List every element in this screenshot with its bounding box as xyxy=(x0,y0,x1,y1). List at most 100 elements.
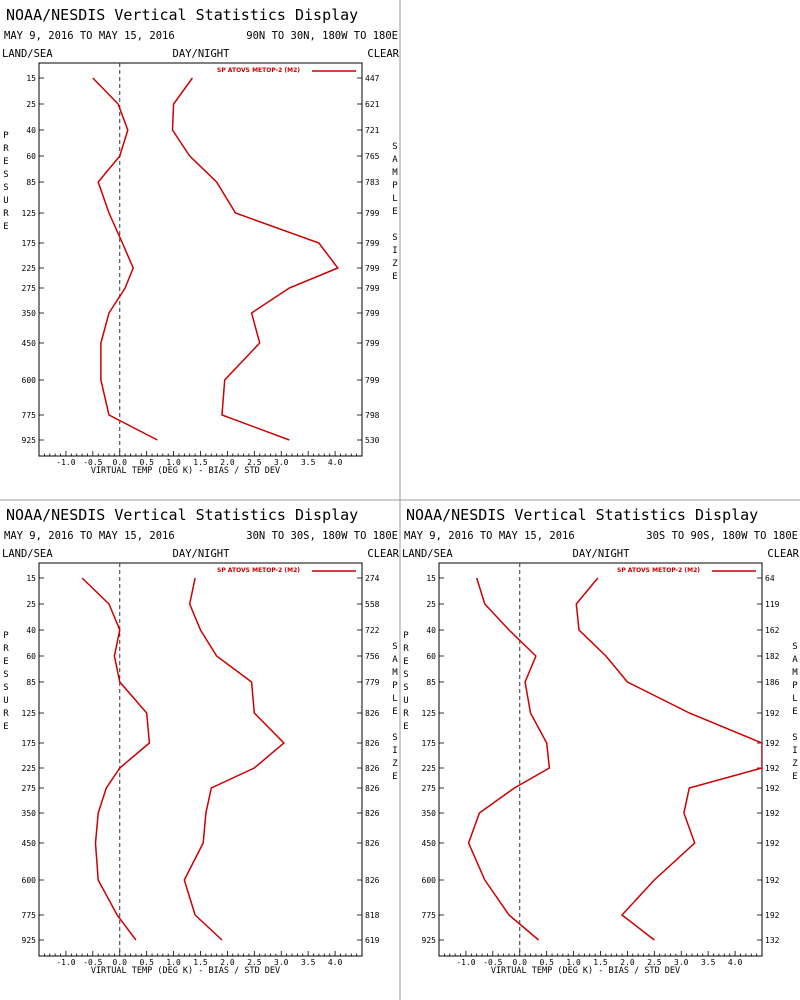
sample-size-label: 783 xyxy=(365,178,380,187)
x-tick-label: 3.0 xyxy=(674,958,689,967)
x-axis-label: VIRTUAL TEMP (DEG K) - BIAS / STD DEV xyxy=(491,966,680,976)
pressure-level-label: 225 xyxy=(22,764,37,773)
sample-size-label: 64 xyxy=(765,574,775,583)
sample-size-label: 799 xyxy=(365,284,380,293)
pressure-level-label: 350 xyxy=(22,809,37,818)
chart-title: NOAA/NESDIS Vertical Statistics Display xyxy=(406,506,758,524)
x-axis-label: VIRTUAL TEMP (DEG K) - BIAS / STD DEV xyxy=(91,466,280,476)
sample-size-label: 818 xyxy=(365,911,380,920)
pressure-level-label: 600 xyxy=(22,876,37,885)
sample-size-label: 826 xyxy=(365,739,380,748)
pressure-level-label: 275 xyxy=(22,784,37,793)
sample-size-label: 799 xyxy=(365,309,380,318)
x-tick-label: 1.5 xyxy=(593,958,608,967)
pressure-level-label: 125 xyxy=(22,709,37,718)
x-tick-label: 3.5 xyxy=(301,458,316,467)
sample-size-label: 619 xyxy=(365,936,380,945)
pressure-level-label: 775 xyxy=(22,911,37,920)
pressure-level-label: 925 xyxy=(22,936,37,945)
x-tick-label: 1.5 xyxy=(193,958,208,967)
sample-size-label: 756 xyxy=(365,652,380,661)
legend-entry: SP ATOVS METOP-2 (M2) xyxy=(217,567,300,574)
x-tick-label: 0.0 xyxy=(513,958,528,967)
bias-series-line xyxy=(81,577,151,941)
region-label: 90N TO 30N, 180W TO 180E xyxy=(246,30,398,42)
x-tick-label: 1.0 xyxy=(166,958,181,967)
chart-title: NOAA/NESDIS Vertical Statistics Display xyxy=(6,506,358,524)
pressure-level-label: 85 xyxy=(26,178,36,187)
x-tick-label: 3.0 xyxy=(274,958,289,967)
pressure-level-label: 925 xyxy=(422,936,437,945)
pressure-level-label: 600 xyxy=(22,376,37,385)
region-label: 30S TO 90S, 180W TO 180E xyxy=(646,530,798,542)
bias-series-line xyxy=(467,577,551,941)
pressure-level-label: 350 xyxy=(422,809,437,818)
sample-size-label: 621 xyxy=(365,100,380,109)
sample-size-label: 274 xyxy=(365,574,380,583)
legend-entry: SP ATOVS METOP-2 (M2) xyxy=(217,67,300,74)
sample-size-label: 182 xyxy=(765,652,780,661)
pressure-level-label: 40 xyxy=(26,126,36,135)
x-tick-label: 1.0 xyxy=(566,958,581,967)
pressure-level-label: 925 xyxy=(22,436,37,445)
x-tick-label: -0.5 xyxy=(83,458,102,467)
land-sea-label: LAND/SEA xyxy=(2,48,53,60)
sample-size-label: 192 xyxy=(765,876,780,885)
sample-size-label: 799 xyxy=(365,239,380,248)
pressure-level-label: 60 xyxy=(26,152,36,161)
pressure-level-label: 40 xyxy=(426,626,436,635)
chart-panel-2: NOAA/NESDIS Vertical Statistics Display M… xyxy=(1,506,400,976)
x-tick-label: 2.0 xyxy=(220,458,235,467)
sample-size-label: 447 xyxy=(365,74,380,83)
bias-series-line xyxy=(92,77,158,441)
sample-size-label: 826 xyxy=(365,809,380,818)
sample-size-label: 799 xyxy=(365,264,380,273)
x-tick-label: -0.5 xyxy=(83,958,102,967)
sample-size-label: 799 xyxy=(365,339,380,348)
x-tick-label: 0.5 xyxy=(139,958,154,967)
pressure-level-label: 60 xyxy=(26,652,36,661)
x-tick-label: 3.5 xyxy=(701,958,716,967)
clear-label: CLEAR xyxy=(367,548,399,560)
pressure-level-label: 275 xyxy=(422,784,437,793)
pressure-level-label: 350 xyxy=(22,309,37,318)
sample-size-label: 798 xyxy=(365,411,380,420)
x-tick-label: 4.0 xyxy=(328,458,343,467)
pressure-level-label: 450 xyxy=(22,839,37,848)
sample-size-axis-label: SAMPLE SIZE xyxy=(390,642,400,785)
pressure-level-label: 225 xyxy=(22,264,37,273)
plot-frame xyxy=(38,562,363,957)
pressure-level-label: 15 xyxy=(26,574,36,583)
sample-size-label: 765 xyxy=(365,152,380,161)
legend-entry: SP ATOVS METOP-2 (M2) xyxy=(617,567,700,574)
x-tick-label: -1.0 xyxy=(456,958,475,967)
sample-size-label: 530 xyxy=(365,436,380,445)
sample-size-label: 826 xyxy=(365,839,380,848)
pressure-level-label: 40 xyxy=(26,626,36,635)
pressure-level-label: 175 xyxy=(22,239,37,248)
x-axis-label: VIRTUAL TEMP (DEG K) - BIAS / STD DEV xyxy=(91,966,280,976)
pressure-level-label: 600 xyxy=(422,876,437,885)
pressure-level-label: 85 xyxy=(26,678,36,687)
sample-size-label: 132 xyxy=(765,936,780,945)
sample-size-label: 192 xyxy=(765,911,780,920)
x-tick-label: 2.5 xyxy=(247,458,262,467)
sample-size-label: 826 xyxy=(365,876,380,885)
sample-size-label: 162 xyxy=(765,626,780,635)
sample-size-axis-label: SAMPLE SIZE xyxy=(390,142,400,285)
sample-size-label: 799 xyxy=(365,209,380,218)
x-tick-label: 2.5 xyxy=(247,958,262,967)
sample-size-label: 779 xyxy=(365,678,380,687)
land-sea-label: LAND/SEA xyxy=(2,548,53,560)
pressure-level-label: 15 xyxy=(26,74,36,83)
std-dev-series-line xyxy=(171,77,339,441)
x-tick-label: -1.0 xyxy=(56,958,75,967)
sample-size-label: 192 xyxy=(765,784,780,793)
x-tick-label: -0.5 xyxy=(483,958,502,967)
sample-size-label: 192 xyxy=(765,739,780,748)
x-tick-label: 3.0 xyxy=(274,458,289,467)
x-tick-label: 0.5 xyxy=(139,458,154,467)
x-tick-label: 0.0 xyxy=(113,958,128,967)
sample-size-label: 192 xyxy=(765,839,780,848)
